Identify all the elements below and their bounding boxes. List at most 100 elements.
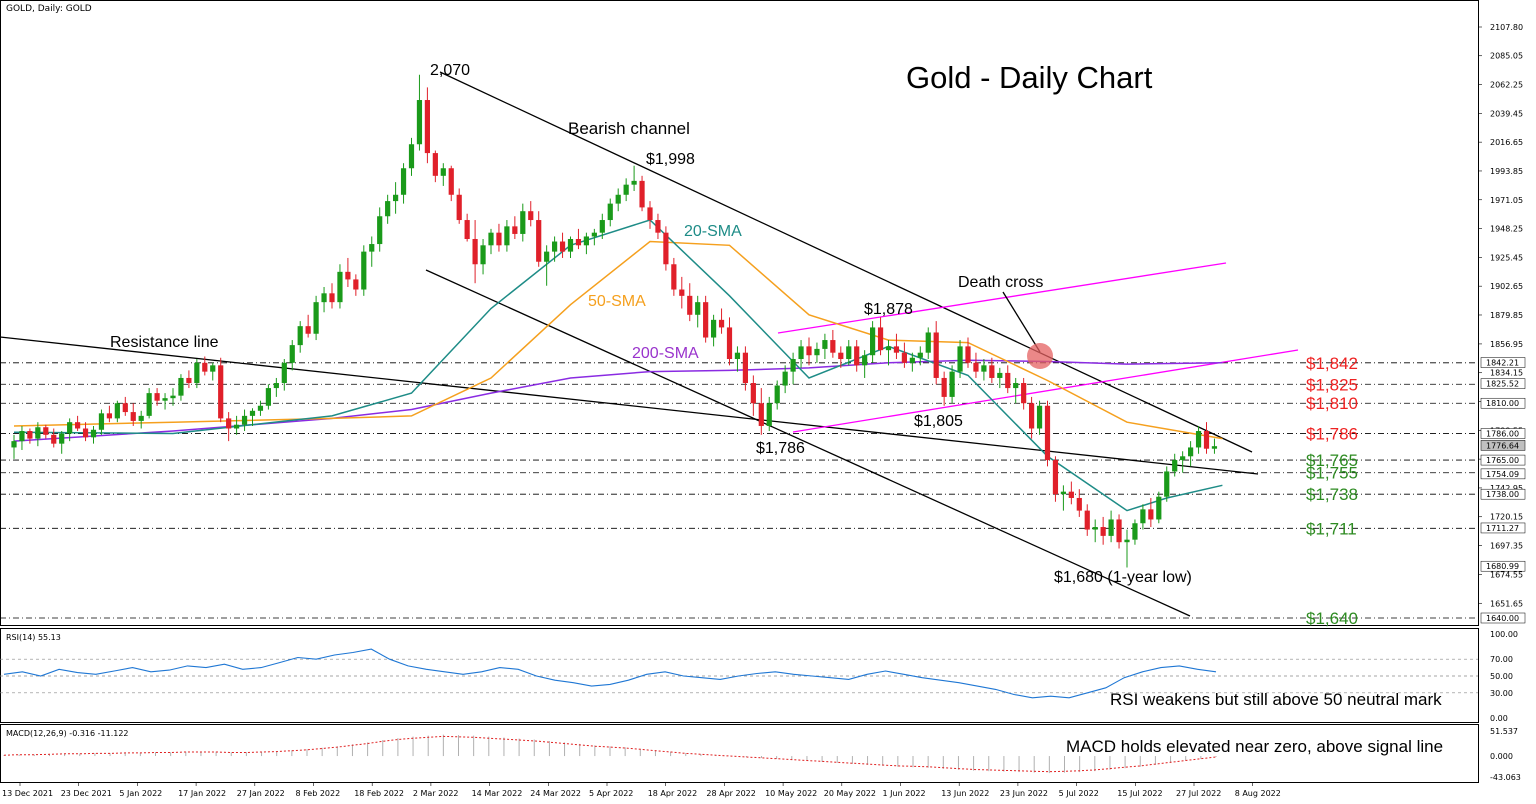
price-label-text: 1786.00 — [1486, 430, 1519, 439]
price-tick-label: 1925.45 — [1490, 253, 1523, 262]
candle-body — [43, 427, 49, 435]
rsi-tick-label: 70.00 — [1490, 655, 1513, 664]
candle-body — [218, 365, 224, 419]
candle-body — [790, 359, 796, 372]
candle-body — [965, 346, 971, 363]
price-label-box — [1480, 560, 1526, 572]
candle-body — [1195, 431, 1202, 448]
candle-body — [599, 220, 605, 233]
candle-body — [400, 168, 407, 195]
price-label-box — [1480, 468, 1526, 480]
candle-body — [408, 144, 415, 169]
candle-body — [1203, 431, 1210, 449]
annotation-label: $1,680 (1-year low) — [1054, 569, 1192, 586]
candle-body — [559, 241, 566, 252]
candle-body — [369, 244, 375, 252]
candle-body — [75, 422, 81, 429]
candle-body — [210, 365, 216, 372]
sma50-line — [13, 240, 1223, 440]
price-label-text: 1680.99 — [1486, 562, 1519, 571]
candle-body — [536, 220, 542, 262]
price-tick-label: 1879.85 — [1490, 311, 1523, 320]
candle-body — [981, 365, 987, 372]
candle-body — [575, 238, 582, 246]
candle-body — [647, 207, 653, 221]
axes: 2107.80 2085.05 2062.25 2039.45 2016.65 1993.… — [2, 23, 1526, 798]
candle-body — [122, 403, 128, 413]
candle-body — [241, 415, 248, 425]
candle-body — [1052, 460, 1059, 495]
candle-body — [997, 372, 1003, 378]
candle-body — [456, 194, 462, 221]
x-tick-label: 23 Jun 2022 — [1000, 789, 1048, 798]
x-tick-label: 13 Dec 2021 — [2, 789, 53, 798]
candle-body — [703, 302, 709, 338]
price-tick-label: 1674.55 — [1490, 570, 1523, 579]
candle-body — [1013, 383, 1019, 389]
candle-body — [822, 340, 828, 349]
candle-body — [528, 211, 534, 221]
candle-body — [901, 352, 907, 363]
annotation-label: $1,878 — [864, 301, 913, 318]
price-label-box — [1480, 397, 1526, 409]
candle-body — [186, 377, 192, 384]
macd-indicator — [3, 734, 1217, 774]
rsi-header: RSI(14) 55.13 — [6, 633, 61, 642]
candle-body — [870, 327, 876, 356]
candle-body — [512, 226, 518, 234]
annotation-label: Resistance line — [110, 334, 219, 351]
candle-body — [838, 352, 844, 360]
annotation-label: 20-SMA — [684, 223, 742, 240]
price-label-box — [1480, 488, 1526, 500]
candle-body — [11, 441, 17, 448]
death-cross-marker — [1027, 343, 1053, 369]
annotation-label: $1,805 — [914, 413, 963, 430]
annotation-label: 200-SMA — [632, 345, 699, 362]
candle-body — [607, 203, 613, 221]
candle-body — [798, 346, 804, 360]
candle-body — [583, 236, 589, 246]
candle-body — [257, 405, 264, 411]
candle-body — [877, 327, 884, 351]
candle-body — [949, 371, 955, 397]
price-tick-label: 1651.65 — [1490, 599, 1523, 608]
candle-body — [893, 346, 900, 353]
candle-body — [830, 340, 836, 353]
level-label: $1,786 — [1306, 425, 1358, 444]
candle-body — [1029, 403, 1035, 429]
price-tick-label: 1948.25 — [1490, 225, 1523, 234]
candle-body — [846, 346, 852, 360]
x-tick-label: 27 Jan 2022 — [237, 789, 285, 798]
pink-upper-line — [777, 262, 1227, 334]
candle-body — [1211, 446, 1218, 449]
level-label: $1,810 — [1306, 394, 1358, 413]
candle-body — [655, 220, 661, 233]
price-tick-label: 1856.95 — [1490, 340, 1523, 349]
candle-body — [1092, 527, 1098, 530]
candle-body — [385, 201, 391, 217]
candle-body — [1132, 523, 1138, 540]
annotation-label: 2,070 — [430, 62, 470, 79]
candle-body — [321, 293, 327, 303]
candle-body — [806, 346, 812, 356]
candle-body — [424, 100, 430, 154]
candle-body — [1156, 496, 1162, 520]
candle-body — [1108, 519, 1114, 536]
candle-body — [416, 100, 423, 145]
candle-body — [432, 153, 438, 176]
candle-body — [591, 232, 597, 237]
channel-lower-line — [425, 269, 1191, 617]
candle-body — [448, 168, 454, 195]
candle-body — [170, 395, 176, 399]
candle-body — [480, 245, 486, 265]
macd-tick-label: 0.000 — [1490, 752, 1513, 761]
x-tick-label: 27 Jul 2022 — [1176, 789, 1221, 798]
x-tick-label: 15 Jul 2022 — [1117, 789, 1162, 798]
candle-body — [695, 302, 701, 315]
candle-body — [281, 362, 287, 384]
candle-body — [726, 327, 733, 360]
candle-body — [472, 238, 478, 265]
candle-body — [862, 355, 868, 366]
candle-body — [814, 348, 820, 356]
